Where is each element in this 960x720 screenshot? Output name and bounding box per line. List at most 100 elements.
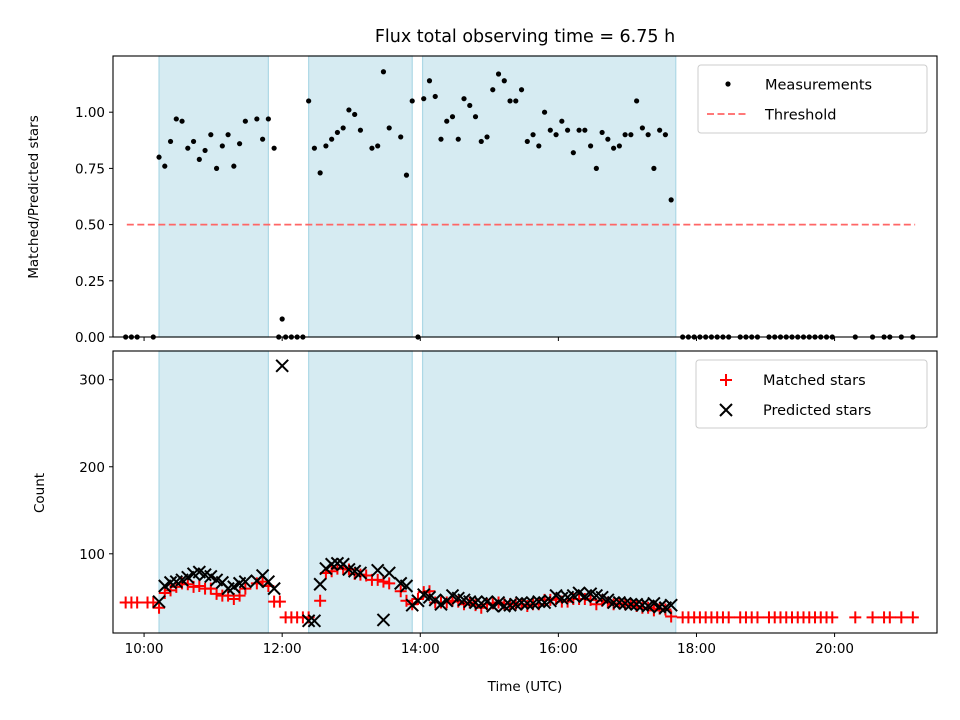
measurement-point — [444, 118, 450, 124]
predicted-star-point — [238, 574, 253, 589]
measurement-point — [668, 197, 674, 203]
top-axes: 0.00 0.25 0.50 0.75 1.00 — [75, 105, 836, 346]
measurement-point — [605, 136, 611, 142]
measurement-point — [254, 116, 260, 122]
measurement-point — [386, 125, 392, 131]
measurement-point — [352, 111, 358, 118]
predicted-star-point — [313, 577, 327, 591]
measurement-point — [657, 127, 663, 133]
measurement-point — [219, 143, 225, 149]
measurement-point — [208, 132, 214, 138]
matched-star-point — [273, 595, 286, 608]
top-y-tick-label: 0.25 — [75, 274, 105, 290]
measurement-point — [530, 132, 536, 138]
x-tick-label: 14:00 — [401, 641, 440, 657]
measurement-point — [587, 143, 594, 149]
measurement-point — [179, 118, 185, 124]
measurement-point — [611, 145, 617, 151]
legend-matched-marker — [720, 374, 732, 386]
x-tick-label: 20:00 — [815, 641, 854, 657]
measurement-point — [513, 98, 519, 104]
measurement-point — [409, 98, 415, 104]
measurement-point — [317, 170, 323, 176]
measurement-point — [662, 132, 669, 138]
top-legend-box — [697, 64, 928, 134]
predicted-star-point — [520, 596, 535, 611]
measurement-point — [541, 109, 548, 115]
measurement-point — [639, 125, 645, 131]
measurement-point — [357, 127, 364, 133]
bottom-legend: Matched stars Predicted stars — [695, 359, 928, 429]
measurement-point — [484, 134, 490, 140]
measurement-point — [553, 132, 559, 138]
matched-star-point — [722, 611, 735, 624]
chart-title: Flux total observing time = 6.75 h — [375, 27, 675, 47]
legend-threshold-label: Threshold — [764, 108, 836, 124]
measurement-point — [346, 107, 352, 113]
predicted-star-point — [301, 614, 316, 628]
measurement-point — [202, 147, 208, 154]
measurement-point — [518, 87, 525, 93]
predicted-star-point — [152, 594, 166, 609]
bottom-shaded-bands — [158, 350, 677, 634]
top-y-tick-label: 1.00 — [75, 105, 105, 121]
measurement-point — [334, 129, 341, 136]
legend-predicted-label: Predicted stars — [763, 403, 871, 419]
legend-measurements-marker — [725, 81, 731, 87]
measurement-point — [524, 138, 530, 145]
measurement-point — [432, 93, 438, 100]
top-shaded-band — [308, 55, 413, 338]
measurement-point — [564, 127, 571, 133]
top-shaded-bands — [158, 55, 677, 338]
measurement-point — [265, 116, 271, 122]
x-tick-label: 10:00 — [125, 641, 164, 657]
top-panel: Flux total observing time = 6.75 h Match… — [26, 27, 938, 346]
measurement-point — [478, 138, 484, 145]
bottom-y-axis-label: Count — [32, 473, 48, 513]
measurement-point — [645, 132, 651, 138]
measurement-point — [634, 98, 640, 104]
bottom-shaded-band — [421, 350, 677, 634]
matched-star-point — [866, 611, 879, 624]
measurement-point — [490, 87, 496, 93]
matched-star-point — [210, 587, 223, 600]
bottom-axes: 100 200 300 10:00 12:00 14:00 16:00 18:00 20:00 — [79, 373, 854, 657]
measurement-point — [507, 98, 513, 104]
measurement-point — [628, 132, 634, 138]
measurement-point — [547, 127, 553, 133]
measurement-point — [421, 96, 427, 102]
measurement-point — [260, 136, 266, 142]
predicted-star-point — [267, 581, 281, 596]
matched-star-point — [895, 611, 908, 624]
measurement-point — [306, 98, 312, 104]
predicted-star-point — [307, 614, 322, 628]
measurement-point — [495, 71, 502, 77]
bottom-plot-frame — [112, 350, 938, 634]
measurement-point — [559, 118, 565, 124]
measurement-point — [576, 127, 582, 133]
bottom-y-tick-label: 300 — [79, 373, 105, 389]
measurement-point — [213, 165, 220, 171]
measurement-point — [231, 163, 237, 169]
measurement-point — [651, 165, 657, 171]
measurement-point — [173, 116, 179, 122]
measurement-point — [398, 134, 404, 140]
bottom-marks — [119, 359, 919, 628]
measurement-point — [426, 78, 433, 84]
bottom-shaded-band — [308, 350, 413, 634]
matched-star-point — [131, 596, 144, 609]
measurement-point — [622, 132, 628, 138]
measurement-point — [599, 129, 605, 136]
matched-star-point — [383, 577, 396, 590]
x-tick-label: 16:00 — [539, 641, 578, 657]
predicted-star-point — [376, 613, 391, 627]
matched-star-point — [883, 611, 896, 624]
measurement-point — [403, 172, 410, 178]
measurement-point — [438, 136, 444, 142]
measurement-point — [167, 138, 174, 145]
measurement-point — [185, 145, 191, 151]
measurement-point — [570, 150, 576, 156]
measurement-point — [375, 143, 381, 149]
bottom-y-tick-label: 200 — [79, 460, 105, 476]
